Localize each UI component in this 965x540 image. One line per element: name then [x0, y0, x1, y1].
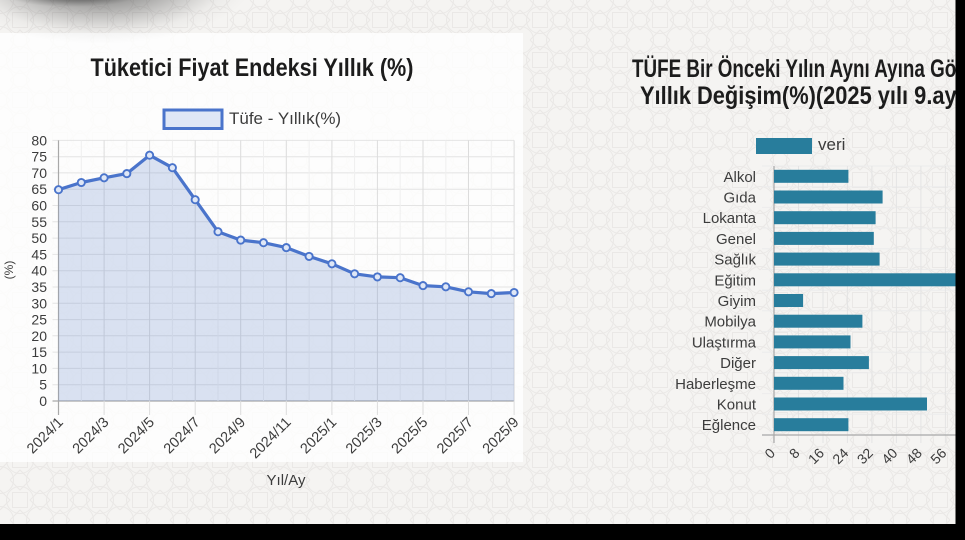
svg-text:Mobilya: Mobilya — [704, 314, 756, 331]
svg-text:15: 15 — [31, 344, 47, 360]
svg-text:45: 45 — [31, 246, 47, 262]
svg-text:Lokanta: Lokanta — [703, 210, 757, 227]
svg-text:5: 5 — [39, 377, 47, 393]
svg-text:Giyim: Giyim — [718, 293, 756, 310]
svg-text:Yıllık Değişim(%)(2025 yılı 9.: Yıllık Değişim(%)(2025 yılı 9.ayı) — [640, 82, 965, 110]
svg-text:Eğlence: Eğlence — [702, 417, 756, 434]
svg-text:60: 60 — [31, 198, 47, 214]
svg-text:20: 20 — [31, 328, 47, 344]
svg-text:Tüketici Fiyat Endeksi Yıllık: Tüketici Fiyat Endeksi Yıllık (%) — [91, 54, 414, 82]
svg-text:Ulaştırma: Ulaştırma — [692, 334, 757, 351]
svg-text:Genel: Genel — [716, 231, 756, 248]
svg-text:70: 70 — [31, 165, 47, 181]
svg-text:25: 25 — [31, 312, 47, 328]
svg-text:Konut: Konut — [717, 397, 757, 414]
svg-text:65: 65 — [31, 181, 47, 197]
svg-text:veri: veri — [818, 135, 845, 154]
svg-text:Tüfe - Yıllık(%): Tüfe - Yıllık(%) — [229, 109, 341, 128]
svg-text:10: 10 — [31, 360, 47, 376]
svg-text:Eğitim: Eğitim — [714, 272, 756, 289]
svg-text:TÜFE Bir Önceki Yılın Aynı Ayı: TÜFE Bir Önceki Yılın Aynı Ayına Göre — [632, 54, 965, 83]
svg-text:55: 55 — [31, 214, 47, 230]
svg-text:50: 50 — [31, 230, 47, 246]
svg-text:30: 30 — [31, 295, 47, 311]
svg-text:Sağlık: Sağlık — [714, 252, 756, 269]
svg-text:40: 40 — [31, 263, 47, 279]
svg-text:Diğer: Diğer — [720, 355, 756, 372]
svg-text:(%): (%) — [2, 261, 16, 280]
svg-text:75: 75 — [31, 149, 47, 165]
svg-text:35: 35 — [31, 279, 47, 295]
svg-text:Yıl/Ay: Yıl/Ay — [267, 472, 306, 489]
svg-text:0: 0 — [39, 393, 47, 409]
svg-text:80: 80 — [31, 132, 47, 148]
svg-text:Alkol: Alkol — [723, 169, 756, 186]
svg-text:Gıda: Gıda — [723, 190, 756, 207]
svg-text:Haberleşme: Haberleşme — [675, 376, 756, 393]
